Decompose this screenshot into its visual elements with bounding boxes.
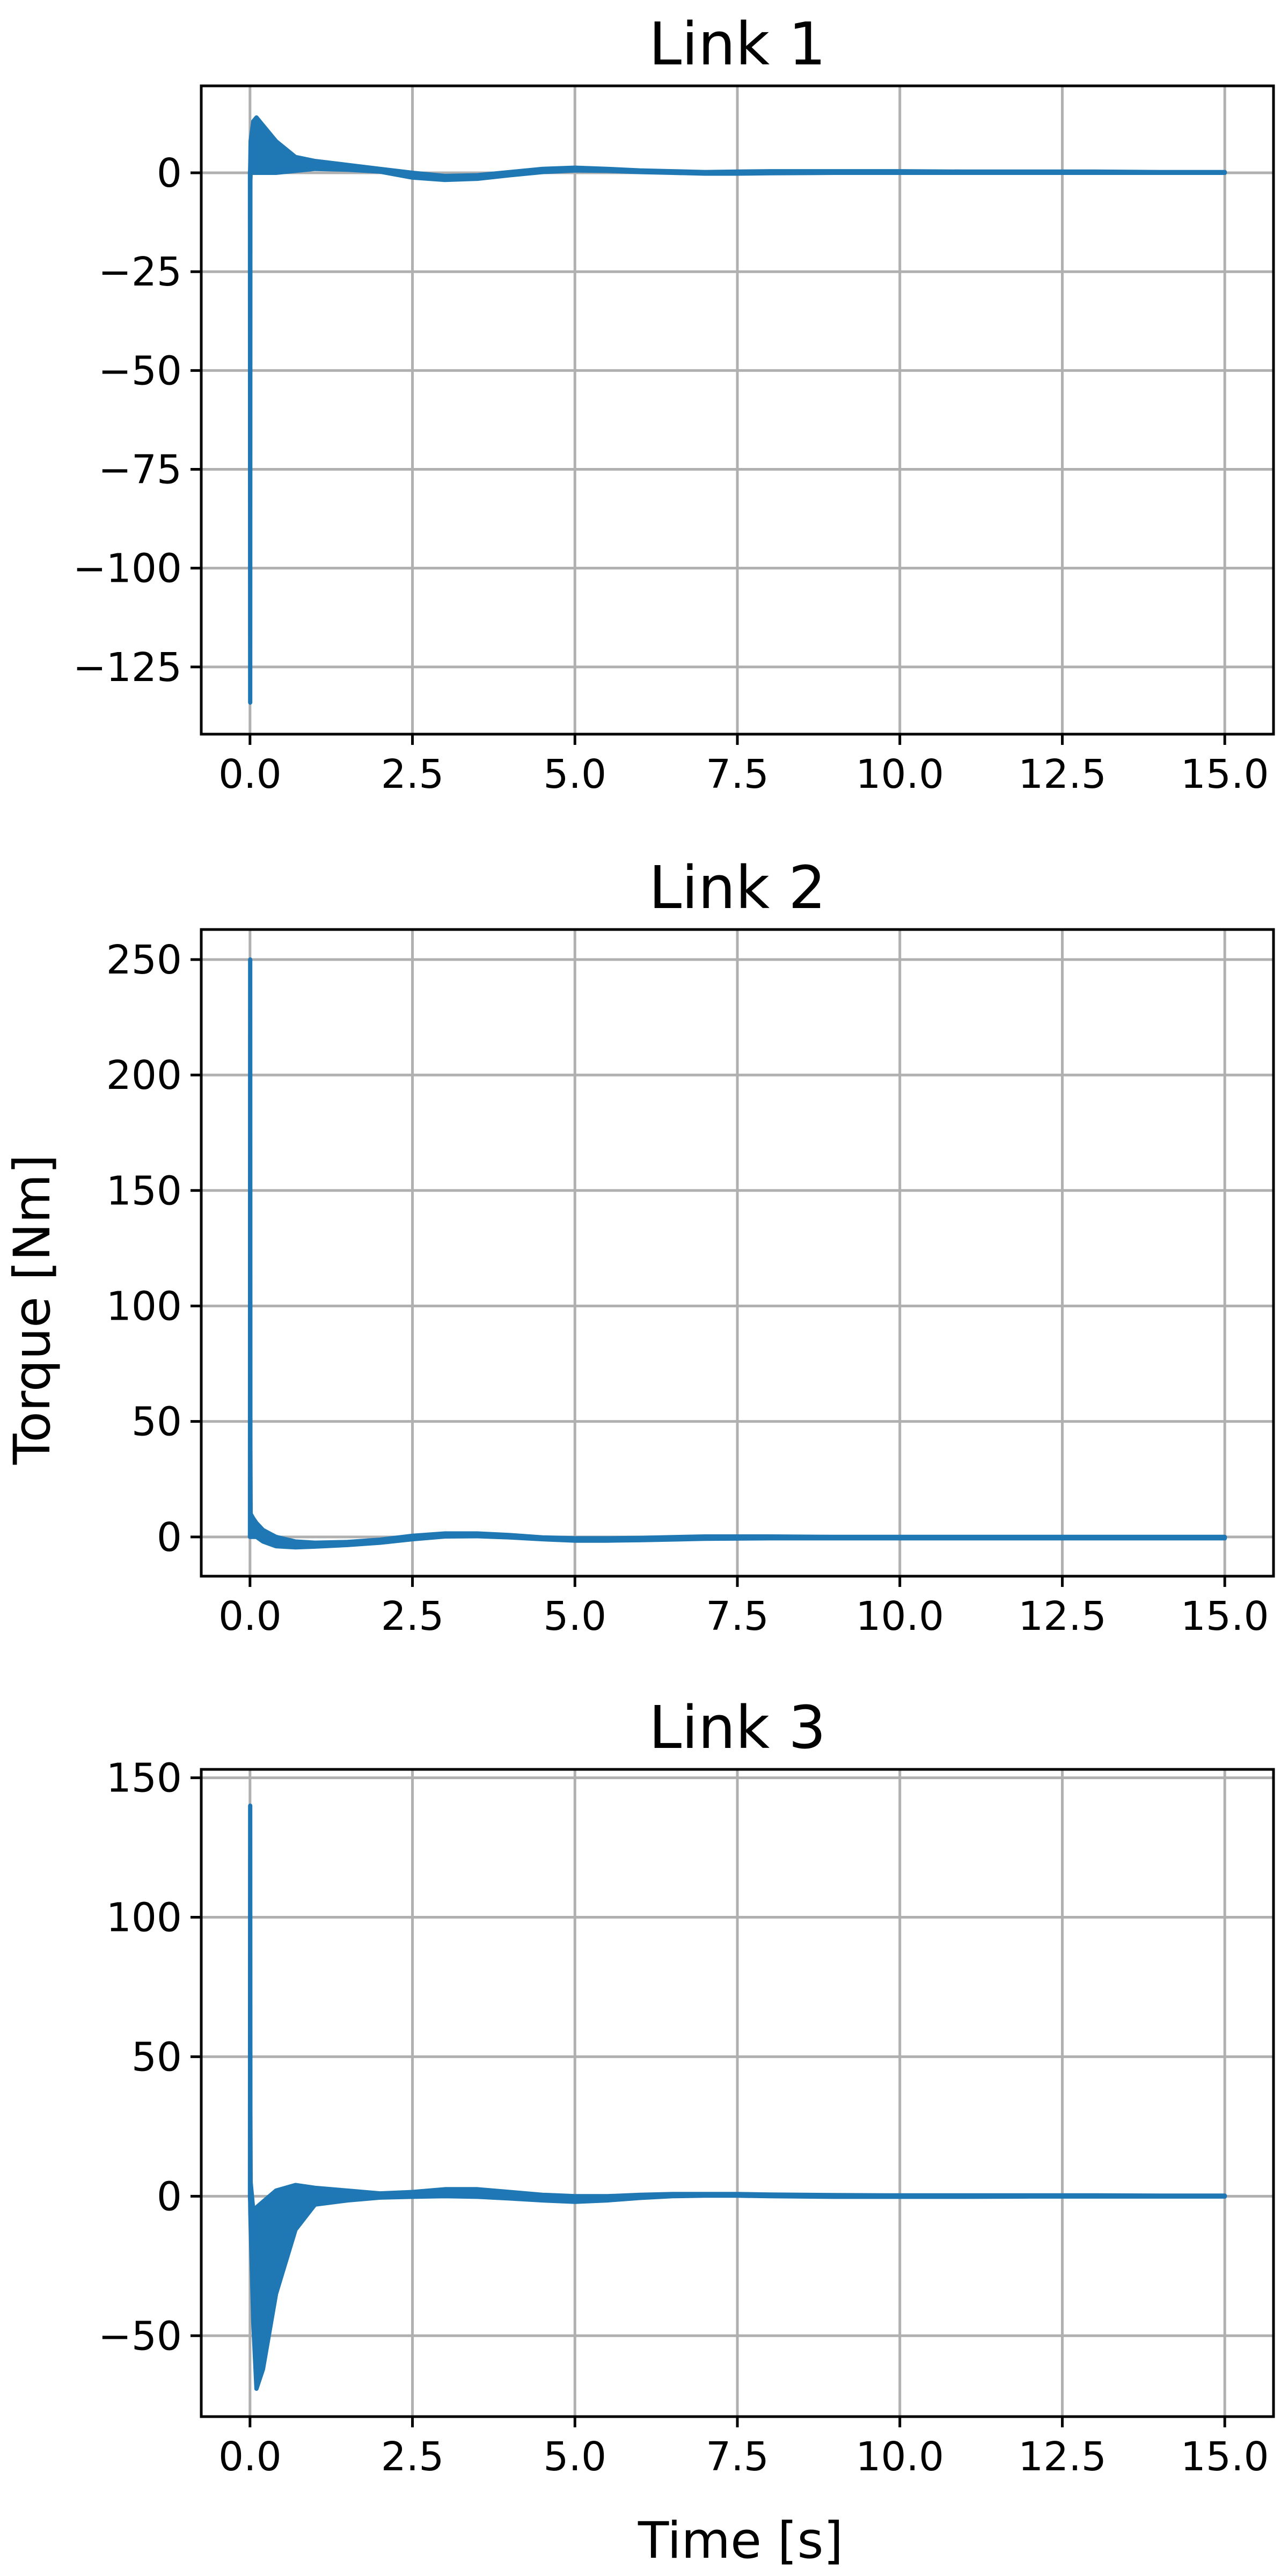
x-tick-label: 2.5 — [381, 2434, 444, 2480]
y-tick-label: 0 — [157, 1514, 182, 1561]
y-tick-label: −50 — [98, 348, 182, 394]
y-tick-label: −100 — [73, 546, 182, 592]
x-tick-label: 0.0 — [218, 1593, 282, 1640]
subplot-title: Link 2 — [649, 853, 826, 922]
x-tick-label: 7.5 — [706, 1593, 769, 1640]
x-tick-label: 7.5 — [706, 2434, 769, 2480]
y-tick-label: 100 — [106, 1283, 182, 1329]
y-axis-label: Torque [Nm] — [3, 1154, 62, 1465]
y-tick-label: 50 — [131, 2034, 182, 2080]
subplot-1: 0.0 2.5 5.0 7.5 10.0 12.5 15.0 0 −25 −50 −75 −100 −1… — [73, 10, 1275, 797]
subplot-2: 0.0 2.5 5.0 7.5 10.0 12.5 15.0 0 50 100 150 200 250 L… — [106, 853, 1275, 1640]
y-tick-label: 200 — [106, 1052, 182, 1099]
x-tick-label: 5.0 — [543, 2434, 606, 2480]
y-tick-label: 50 — [131, 1399, 182, 1445]
x-tick-label: 7.5 — [706, 751, 769, 797]
subplot-3: 0.0 2.5 5.0 7.5 10.0 12.5 15.0 −50 0 50 100 150 Link… — [98, 1693, 1275, 2480]
y-tick-label: 150 — [106, 1168, 182, 1214]
y-tick-label: −125 — [73, 645, 182, 691]
x-tick-label: 5.0 — [543, 751, 606, 797]
subplot-title: Link 3 — [649, 1693, 826, 1762]
x-tick-label: 12.5 — [1018, 751, 1107, 797]
x-tick-label: 2.5 — [381, 1593, 444, 1640]
x-tick-label: 10.0 — [855, 751, 944, 797]
y-tick-label: 100 — [106, 1895, 182, 1941]
series-band — [247, 957, 1227, 1550]
series-band — [247, 1803, 1227, 2391]
subplot-panels: 0.0 2.5 5.0 7.5 10.0 12.5 15.0 0 −25 −50 −75 −100 −1… — [73, 10, 1275, 2480]
x-axis-label: Time [s] — [638, 2512, 843, 2570]
x-tick-label: 0.0 — [218, 751, 282, 797]
x-tick-label: 0.0 — [218, 2434, 282, 2480]
subplot-title: Link 1 — [649, 10, 826, 78]
series-band — [247, 115, 1227, 705]
x-tick-label: 15.0 — [1181, 2434, 1269, 2480]
x-tick-label: 15.0 — [1181, 1593, 1269, 1640]
x-tick-label: 12.5 — [1018, 1593, 1107, 1640]
y-tick-label: 0 — [157, 150, 182, 196]
y-tick-label: 150 — [106, 1755, 182, 1802]
y-tick-label: −50 — [98, 2313, 182, 2359]
x-tick-label: 5.0 — [543, 1593, 606, 1640]
y-tick-label: 250 — [106, 937, 182, 983]
x-tick-label: 12.5 — [1018, 2434, 1107, 2480]
y-tick-label: −25 — [98, 249, 182, 295]
x-tick-label: 15.0 — [1181, 751, 1269, 797]
y-tick-label: 0 — [157, 2174, 182, 2220]
x-tick-label: 10.0 — [855, 1593, 944, 1640]
x-tick-label: 10.0 — [855, 2434, 944, 2480]
x-tick-label: 2.5 — [381, 751, 444, 797]
y-tick-label: −75 — [98, 447, 182, 493]
